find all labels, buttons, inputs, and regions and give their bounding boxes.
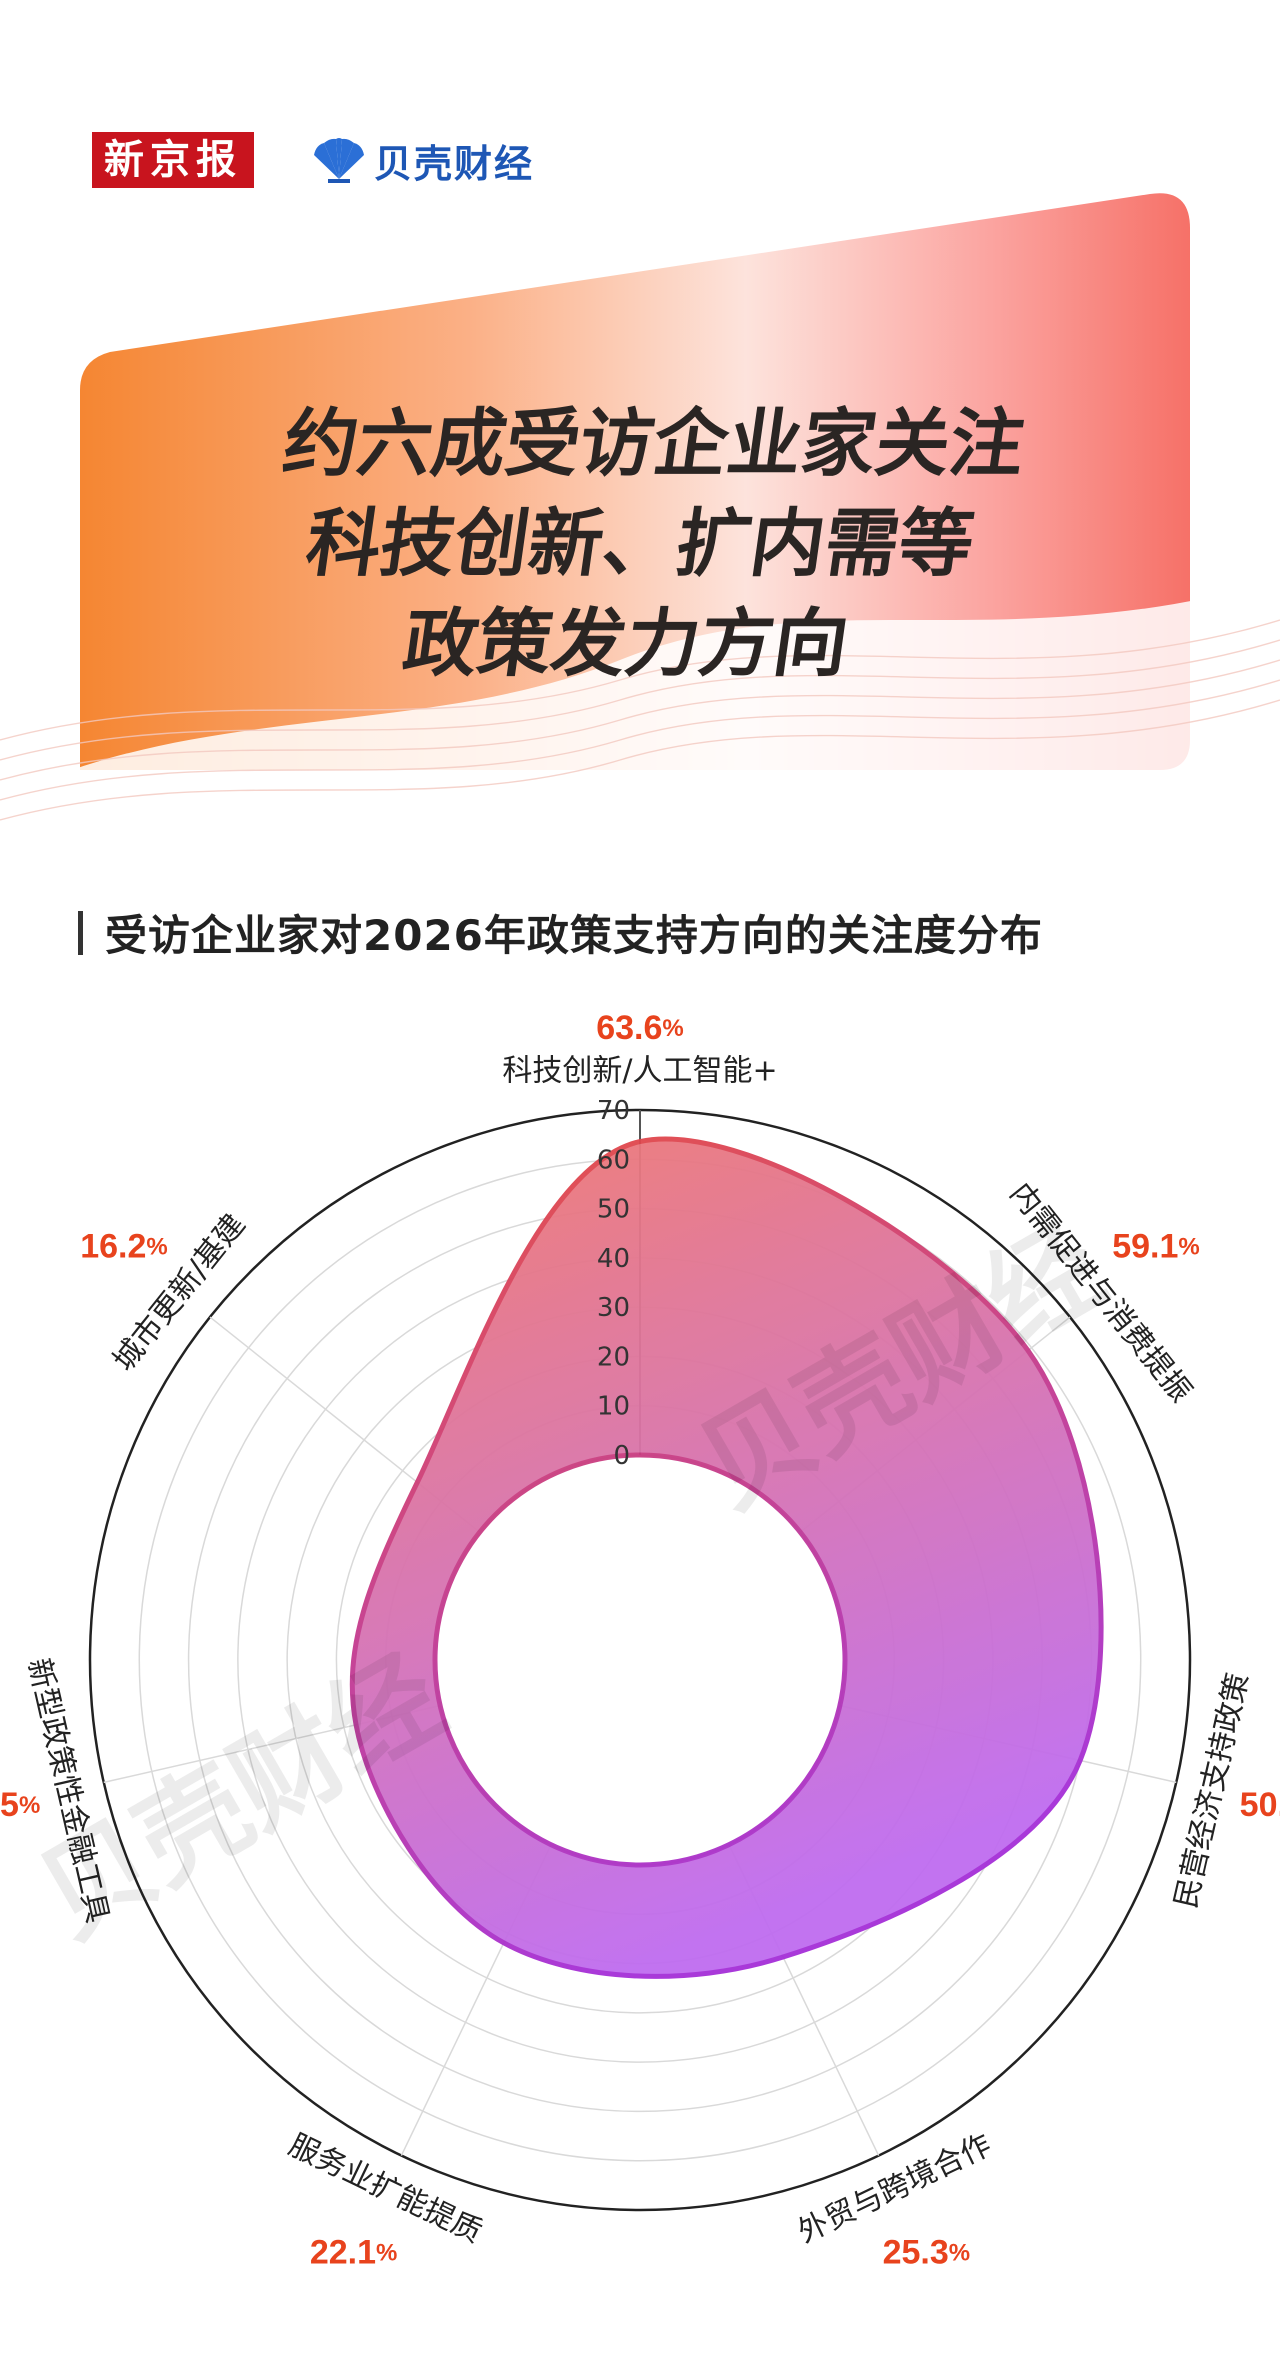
headline: 约六成受访企业家关注 科技创新、扩内需等 政策发力方向 [0,394,1280,694]
finance-logo: 贝壳财经 [310,133,534,188]
value-label: 63.6% [596,1009,684,1047]
section-title-bar [78,910,83,955]
header-logos: 新京报 贝壳财经 [92,132,534,188]
radial-tick-label: 70 [597,1096,630,1126]
radial-tick-label: 30 [597,1293,630,1323]
radial-tick-label: 0 [613,1441,630,1471]
section-title-text: 受访企业家对2026年政策支持方向的关注度分布 [105,911,1043,960]
value-label: 17.5% [0,1786,40,1824]
category-label: 科技创新/人工智能+ [502,1054,777,1089]
finance-logo-text: 贝壳财经 [374,141,535,186]
radial-tick-label: 40 [597,1244,630,1274]
value-label: 25.3% [883,2234,971,2272]
value-label: 22.1% [310,2234,398,2272]
radar-area [349,1136,1104,1979]
value-label: 50.0% [1240,1786,1280,1824]
newspaper-logo: 新京报 [92,132,254,188]
value-label: 59.1% [1112,1227,1200,1265]
section-title: 受访企业家对2026年政策支持方向的关注度分布 [78,902,1043,963]
radial-tick-label: 50 [597,1195,630,1225]
radial-tick-label: 20 [597,1342,630,1372]
headline-line-2: 科技创新、扩内需等 [300,501,980,587]
hero-banner [0,193,1280,900]
headline-line-1: 约六成受访企业家关注 [278,401,1031,487]
radial-tick-labels: 0 10 20 30 40 50 60 70 [597,1096,630,1471]
radial-tick-label: 60 [597,1145,630,1175]
value-labels: 63.6% 59.1% 50.0% 25.3% 22.1% 17.5% 16.2% [0,1009,1280,2272]
radial-tick-label: 10 [597,1392,630,1422]
shell-icon [314,138,364,183]
category-label: 外贸与跨境合作 [792,2128,996,2251]
headline-line-3: 政策发力方向 [397,601,854,687]
category-label: 服务业扩能提质 [283,2128,487,2251]
value-label: 16.2% [80,1227,168,1265]
